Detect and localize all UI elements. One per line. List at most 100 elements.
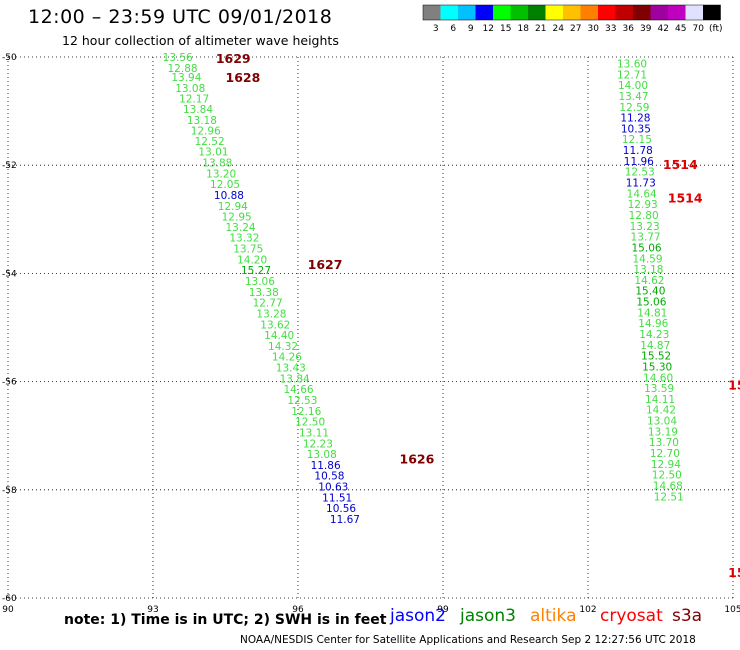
swh-value: 13.06 <box>245 276 275 288</box>
y-tick-label: -56 <box>2 378 17 388</box>
swh-value: 14.11 <box>645 394 675 406</box>
swh-value: 13.75 <box>233 244 263 256</box>
scale-label: 36 <box>623 24 635 34</box>
swh-value: 14.81 <box>637 307 667 319</box>
swh-value: 14.62 <box>634 275 664 287</box>
swh-value: 13.24 <box>226 222 256 234</box>
scale-label: 24 <box>553 24 565 34</box>
swh-value: 11.96 <box>624 156 654 168</box>
scale-swatch <box>475 5 493 20</box>
swh-value: 10.63 <box>318 482 348 494</box>
swh-value: 14.20 <box>237 254 267 266</box>
swh-value: 13.08 <box>175 83 205 95</box>
scale-swatch <box>510 5 528 20</box>
swh-value: 13.23 <box>630 221 660 233</box>
scale-swatch <box>650 5 668 20</box>
swh-value: 13.56 <box>163 52 193 64</box>
swh-value: 12.96 <box>191 126 221 138</box>
swh-value: 11.78 <box>623 145 653 157</box>
swh-value: 12.50 <box>295 417 325 429</box>
swh-value: 12.17 <box>179 94 209 106</box>
scale-label: 70 <box>693 24 705 34</box>
time-label: 1513 <box>728 377 740 392</box>
swh-value: 13.18 <box>633 264 663 276</box>
chart-title: 12:00 – 23:59 UTC 09/01/2018 <box>28 6 333 28</box>
swh-value: 14.59 <box>632 253 662 265</box>
scale-label: 12 <box>483 24 494 34</box>
swh-value: 11.67 <box>330 514 360 526</box>
swh-value: 13.01 <box>198 147 228 159</box>
swh-value: 12.71 <box>617 69 647 81</box>
swh-value: 14.66 <box>284 384 314 396</box>
swh-value: 13.47 <box>618 91 648 103</box>
swh-value: 12.50 <box>652 470 682 482</box>
footer-credit: NOAA/NESDIS Center for Satellite Applica… <box>240 634 696 646</box>
swh-value: 12.53 <box>287 395 317 407</box>
scale-swatch <box>668 5 686 20</box>
swh-value: 12.94 <box>651 459 681 471</box>
scale-swatch <box>598 5 616 20</box>
swh-value: 10.88 <box>214 190 244 202</box>
time-label: 1514 <box>668 191 703 206</box>
swh-value: 14.00 <box>618 80 648 92</box>
scale-swatch <box>528 5 546 20</box>
chart-subtitle: 12 hour collection of altimeter wave hei… <box>62 33 339 48</box>
swh-value: 13.38 <box>249 287 279 299</box>
swh-value: 13.11 <box>299 427 329 439</box>
swh-value: 14.64 <box>627 188 657 200</box>
swh-value: 13.28 <box>256 308 286 320</box>
note-text: note: 1) Time is in UTC; 2) SWH is in fe… <box>64 612 387 628</box>
legend-entry: cryosat <box>600 606 663 626</box>
swh-value: 12.93 <box>628 199 658 211</box>
swh-value: 11.28 <box>620 113 650 125</box>
data-marks: 13.5612.8813.9413.0812.1713.8413.1812.96… <box>163 51 740 580</box>
scale-swatch <box>615 5 633 20</box>
swh-value: 13.20 <box>206 168 236 180</box>
swh-value: 10.58 <box>314 471 344 483</box>
swh-value: 14.60 <box>643 372 673 384</box>
scale-label: 3 <box>433 24 439 34</box>
swh-value: 14.40 <box>264 330 294 342</box>
x-tick-label: 105 <box>724 605 740 615</box>
swh-value: 13.60 <box>617 58 647 70</box>
scale-label: 21 <box>535 24 546 34</box>
swh-value: 13.59 <box>644 383 674 395</box>
swh-value: 11.73 <box>626 178 656 190</box>
x-tick-label: 99 <box>437 605 449 615</box>
scale-swatch <box>545 5 563 20</box>
swh-value: 14.23 <box>639 329 669 341</box>
swh-value: 13.70 <box>649 437 679 449</box>
swh-value: 12.15 <box>622 134 652 146</box>
time-label: 1628 <box>226 70 261 85</box>
time-label: 1514 <box>663 157 698 172</box>
swh-value: 11.51 <box>322 492 352 504</box>
y-tick-label: -54 <box>2 269 17 279</box>
swh-value: 10.56 <box>326 503 356 515</box>
swh-value: 12.80 <box>629 210 659 222</box>
swh-value: 15.52 <box>641 351 671 363</box>
scale-label: 27 <box>570 24 581 34</box>
legend-entry: jason2 <box>390 606 446 626</box>
swh-value: 13.32 <box>229 233 259 245</box>
scale-swatch <box>563 5 581 20</box>
swh-value: 15.27 <box>241 265 271 277</box>
swh-value: 13.19 <box>648 426 678 438</box>
swh-value: 13.18 <box>187 115 217 127</box>
swh-value: 12.05 <box>210 179 240 191</box>
legend-entry: jason3 <box>460 606 516 626</box>
swh-value: 14.32 <box>268 341 298 353</box>
scale-swatch <box>458 5 476 20</box>
swh-value: 12.16 <box>291 406 321 418</box>
scale-swatch <box>440 5 458 20</box>
swh-value: 13.43 <box>276 363 306 375</box>
swh-value: 12.70 <box>650 448 680 460</box>
swh-value: 13.94 <box>171 72 201 84</box>
scale-border <box>422 4 721 21</box>
scale-label: 6 <box>450 24 456 34</box>
swh-value: 12.23 <box>303 438 333 450</box>
scale-label: 18 <box>518 24 530 34</box>
swh-value: 13.88 <box>202 157 232 169</box>
x-tick-label: 96 <box>292 605 304 615</box>
scale-label: 33 <box>605 24 616 34</box>
